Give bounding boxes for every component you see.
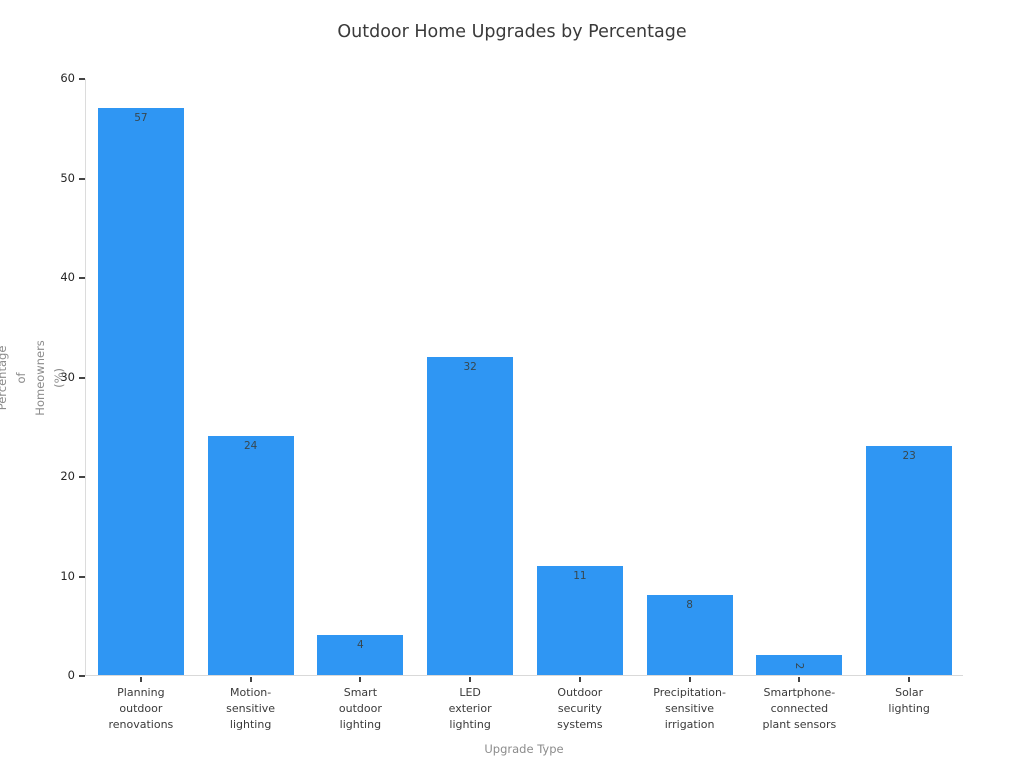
x-tick-mark	[908, 677, 911, 682]
x-tick-mark	[688, 677, 691, 682]
y-tick-mark	[79, 675, 85, 677]
bar	[646, 595, 733, 675]
bar	[536, 565, 623, 675]
x-category-label: Smart outdoor lighting	[338, 686, 382, 731]
x-axis-title: Upgrade Type	[484, 742, 564, 756]
y-tick-label: 50	[60, 170, 75, 185]
x-category-label: Smartphone- connected plant sensors	[762, 686, 837, 731]
bar-value-label: 32	[463, 360, 477, 373]
bar-value-label: 57	[134, 111, 148, 124]
bar-value-label: 2	[793, 662, 806, 670]
plot-area: 0 10 20 30 40 50 60 57 Planning outdoor renovati…	[60, 71, 963, 731]
x-category-label: Solar lighting	[888, 686, 930, 715]
x-tick-mark	[578, 677, 581, 682]
y-tick-label: 40	[60, 270, 75, 284]
y-tick-mark	[79, 575, 85, 578]
y-tick-label: 30	[60, 369, 75, 384]
chart-title: Outdoor Home Upgrades by Percentage	[337, 22, 687, 42]
x-category-label: Outdoor security systems	[557, 686, 603, 731]
bar-value-label: 11	[573, 569, 587, 582]
bar	[756, 655, 843, 675]
x-category-label: Motion- sensitive lighting	[226, 686, 276, 731]
x-tick-mark	[798, 677, 801, 682]
y-tick-label: 10	[60, 568, 75, 583]
bar-value-label: 24	[243, 440, 258, 453]
x-category-label: LED exterior lighting	[448, 686, 492, 731]
bar-value-label: 23	[902, 450, 916, 463]
x-tick-mark	[139, 677, 142, 682]
y-tick-mark	[79, 177, 85, 180]
x-tick-mark	[249, 677, 252, 682]
bar	[866, 446, 953, 675]
y-tick-mark	[79, 376, 85, 379]
y-tick-mark	[79, 78, 85, 80]
bar	[97, 107, 184, 675]
bar-value-label: 8	[686, 599, 693, 612]
y-tick-label: 60	[60, 71, 75, 85]
y-tick-mark	[79, 277, 85, 279]
x-category-label: Planning outdoor renovations	[108, 686, 174, 731]
bar-value-label: 4	[357, 639, 364, 652]
y-tick-label: 0	[67, 668, 75, 682]
bar	[427, 356, 514, 675]
x-tick-mark	[359, 677, 362, 682]
y-tick-label: 20	[60, 469, 75, 483]
bar	[317, 635, 404, 675]
y-tick-mark	[79, 476, 85, 478]
x-tick-mark	[469, 677, 472, 682]
x-category-label: Precipitation- sensitive irrigation	[653, 686, 726, 731]
bar	[207, 436, 294, 675]
